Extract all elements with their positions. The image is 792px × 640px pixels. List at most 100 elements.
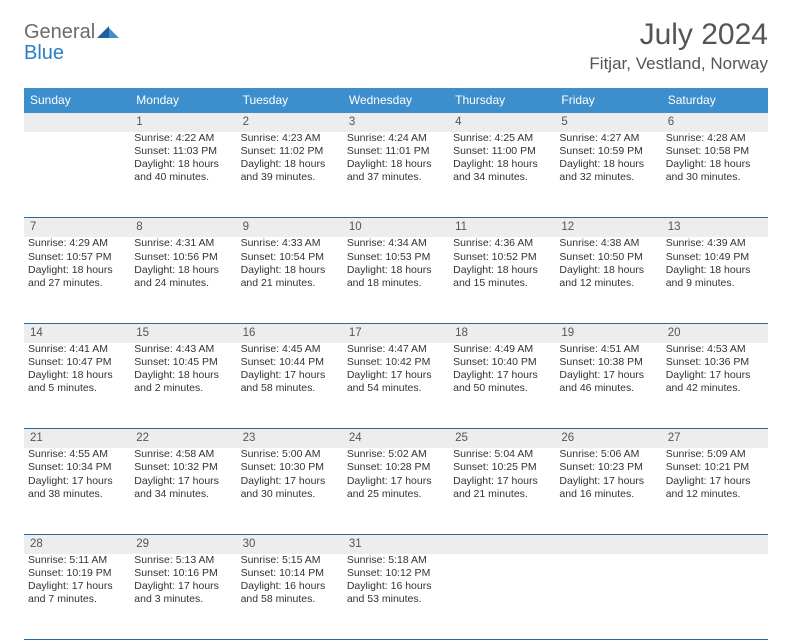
day-cell: Sunrise: 5:18 AMSunset: 10:12 PMDaylight…	[343, 554, 449, 640]
day-cell: Sunrise: 4:28 AMSunset: 10:58 PMDaylight…	[662, 132, 768, 218]
day-detail-line: Sunrise: 4:45 AM	[241, 343, 339, 356]
weekday-header: Sunday	[24, 88, 130, 113]
weekday-header: Wednesday	[343, 88, 449, 113]
day-detail-line: Sunrise: 5:00 AM	[241, 448, 339, 461]
day-cell	[555, 554, 661, 640]
daynum-row: 78910111213	[24, 218, 768, 237]
day-detail-line: Sunrise: 4:27 AM	[559, 132, 657, 145]
day-cell: Sunrise: 4:39 AMSunset: 10:49 PMDaylight…	[662, 237, 768, 323]
day-detail-line: Sunset: 10:28 PM	[347, 461, 445, 474]
day-number: 28	[24, 534, 130, 553]
brand-logo: General Blue	[24, 18, 119, 64]
day-cell: Sunrise: 4:43 AMSunset: 10:45 PMDaylight…	[130, 343, 236, 429]
day-detail-line: Sunrise: 4:36 AM	[453, 237, 551, 250]
day-cell: Sunrise: 4:27 AMSunset: 10:59 PMDaylight…	[555, 132, 661, 218]
day-detail-line: Sunset: 10:21 PM	[666, 461, 764, 474]
day-number: 19	[555, 323, 661, 342]
day-number	[662, 534, 768, 553]
day-detail-line: Sunrise: 4:41 AM	[28, 343, 126, 356]
day-detail-line: Daylight: 18 hours and 2 minutes.	[134, 369, 232, 395]
day-detail-line: Sunset: 10:52 PM	[453, 251, 551, 264]
day-detail-line: Sunrise: 4:24 AM	[347, 132, 445, 145]
day-detail-line: Sunrise: 4:38 AM	[559, 237, 657, 250]
day-detail-line: Sunrise: 4:22 AM	[134, 132, 232, 145]
day-detail-line: Sunset: 10:14 PM	[241, 567, 339, 580]
day-detail-line: Daylight: 17 hours and 30 minutes.	[241, 475, 339, 501]
calendar-head: SundayMondayTuesdayWednesdayThursdayFrid…	[24, 88, 768, 113]
day-number: 5	[555, 113, 661, 132]
day-detail-line: Daylight: 18 hours and 21 minutes.	[241, 264, 339, 290]
day-detail-line: Sunset: 10:47 PM	[28, 356, 126, 369]
day-detail-line: Sunrise: 4:55 AM	[28, 448, 126, 461]
day-detail-line: Sunset: 10:50 PM	[559, 251, 657, 264]
day-number: 11	[449, 218, 555, 237]
day-number	[555, 534, 661, 553]
day-cell: Sunrise: 5:15 AMSunset: 10:14 PMDaylight…	[237, 554, 343, 640]
day-detail-line: Sunset: 10:40 PM	[453, 356, 551, 369]
day-detail-line: Daylight: 18 hours and 30 minutes.	[666, 158, 764, 184]
day-cell: Sunrise: 4:45 AMSunset: 10:44 PMDaylight…	[237, 343, 343, 429]
day-detail-line: Sunrise: 4:51 AM	[559, 343, 657, 356]
day-detail-line: Daylight: 18 hours and 5 minutes.	[28, 369, 126, 395]
day-number: 25	[449, 429, 555, 448]
day-cell: Sunrise: 4:23 AMSunset: 11:02 PMDaylight…	[237, 132, 343, 218]
page-header: General Blue July 2024 Fitjar, Vestland,…	[24, 18, 768, 74]
day-cell: Sunrise: 5:11 AMSunset: 10:19 PMDaylight…	[24, 554, 130, 640]
day-detail-line: Sunset: 10:44 PM	[241, 356, 339, 369]
day-detail-line: Sunset: 10:38 PM	[559, 356, 657, 369]
day-number: 17	[343, 323, 449, 342]
daynum-row: 14151617181920	[24, 323, 768, 342]
day-detail-line: Daylight: 16 hours and 53 minutes.	[347, 580, 445, 606]
day-detail-line: Daylight: 17 hours and 12 minutes.	[666, 475, 764, 501]
day-detail-line: Daylight: 18 hours and 39 minutes.	[241, 158, 339, 184]
day-number: 18	[449, 323, 555, 342]
day-detail-line: Sunset: 10:34 PM	[28, 461, 126, 474]
day-detail-line: Sunrise: 4:39 AM	[666, 237, 764, 250]
day-cell: Sunrise: 4:55 AMSunset: 10:34 PMDaylight…	[24, 448, 130, 534]
brand-mark-icon	[97, 22, 119, 43]
day-cell	[24, 132, 130, 218]
day-cell	[449, 554, 555, 640]
day-detail-line: Daylight: 17 hours and 21 minutes.	[453, 475, 551, 501]
day-detail-line: Sunset: 11:02 PM	[241, 145, 339, 158]
day-number: 12	[555, 218, 661, 237]
day-detail-line: Sunset: 10:49 PM	[666, 251, 764, 264]
day-cell: Sunrise: 4:29 AMSunset: 10:57 PMDaylight…	[24, 237, 130, 323]
day-detail-line: Daylight: 18 hours and 12 minutes.	[559, 264, 657, 290]
content-row: Sunrise: 4:22 AMSunset: 11:03 PM Daylight…	[24, 132, 768, 218]
day-detail-line: Daylight: 18 hours and 18 minutes.	[347, 264, 445, 290]
day-detail-line: Sunset: 10:16 PM	[134, 567, 232, 580]
day-cell: Sunrise: 4:24 AMSunset: 11:01 PMDaylight…	[343, 132, 449, 218]
day-detail-line: Sunrise: 5:11 AM	[28, 554, 126, 567]
day-number: 16	[237, 323, 343, 342]
day-detail-line: Sunrise: 5:18 AM	[347, 554, 445, 567]
day-detail-line: Sunset: 11:03 PM	[134, 145, 232, 158]
day-number	[24, 113, 130, 132]
day-detail-line: Daylight: 17 hours and 7 minutes.	[28, 580, 126, 606]
day-detail-line: Daylight: 17 hours and 50 minutes.	[453, 369, 551, 395]
day-detail-line: Daylight: 17 hours and 54 minutes.	[347, 369, 445, 395]
weekday-header: Tuesday	[237, 88, 343, 113]
day-detail-line: Sunrise: 5:06 AM	[559, 448, 657, 461]
day-number	[449, 534, 555, 553]
day-detail-line: Daylight: 18 hours and 24 minutes.	[134, 264, 232, 290]
day-detail-line: Sunset: 10:59 PM	[559, 145, 657, 158]
day-detail-line: Sunrise: 4:25 AM	[453, 132, 551, 145]
daynum-row: 28293031	[24, 534, 768, 553]
day-cell: Sunrise: 4:38 AMSunset: 10:50 PMDaylight…	[555, 237, 661, 323]
content-row: Sunrise: 4:55 AMSunset: 10:34 PM Daylight…	[24, 448, 768, 534]
day-cell	[662, 554, 768, 640]
brand-text: General Blue	[24, 22, 119, 64]
day-cell: Sunrise: 4:53 AMSunset: 10:36 PMDaylight…	[662, 343, 768, 429]
day-detail-line: Daylight: 18 hours and 37 minutes.	[347, 158, 445, 184]
day-detail-line: Sunrise: 4:23 AM	[241, 132, 339, 145]
day-detail-line: Sunrise: 5:13 AM	[134, 554, 232, 567]
day-cell: Sunrise: 4:47 AMSunset: 10:42 PMDaylight…	[343, 343, 449, 429]
day-cell: Sunrise: 4:22 AMSunset: 11:03 PMDaylight…	[130, 132, 236, 218]
day-number: 27	[662, 429, 768, 448]
weekday-row: SundayMondayTuesdayWednesdayThursdayFrid…	[24, 88, 768, 113]
location-text: Fitjar, Vestland, Norway	[589, 54, 768, 74]
day-detail-line: Daylight: 17 hours and 58 minutes.	[241, 369, 339, 395]
day-detail-line: Daylight: 18 hours and 9 minutes.	[666, 264, 764, 290]
day-detail-line: Daylight: 17 hours and 16 minutes.	[559, 475, 657, 501]
